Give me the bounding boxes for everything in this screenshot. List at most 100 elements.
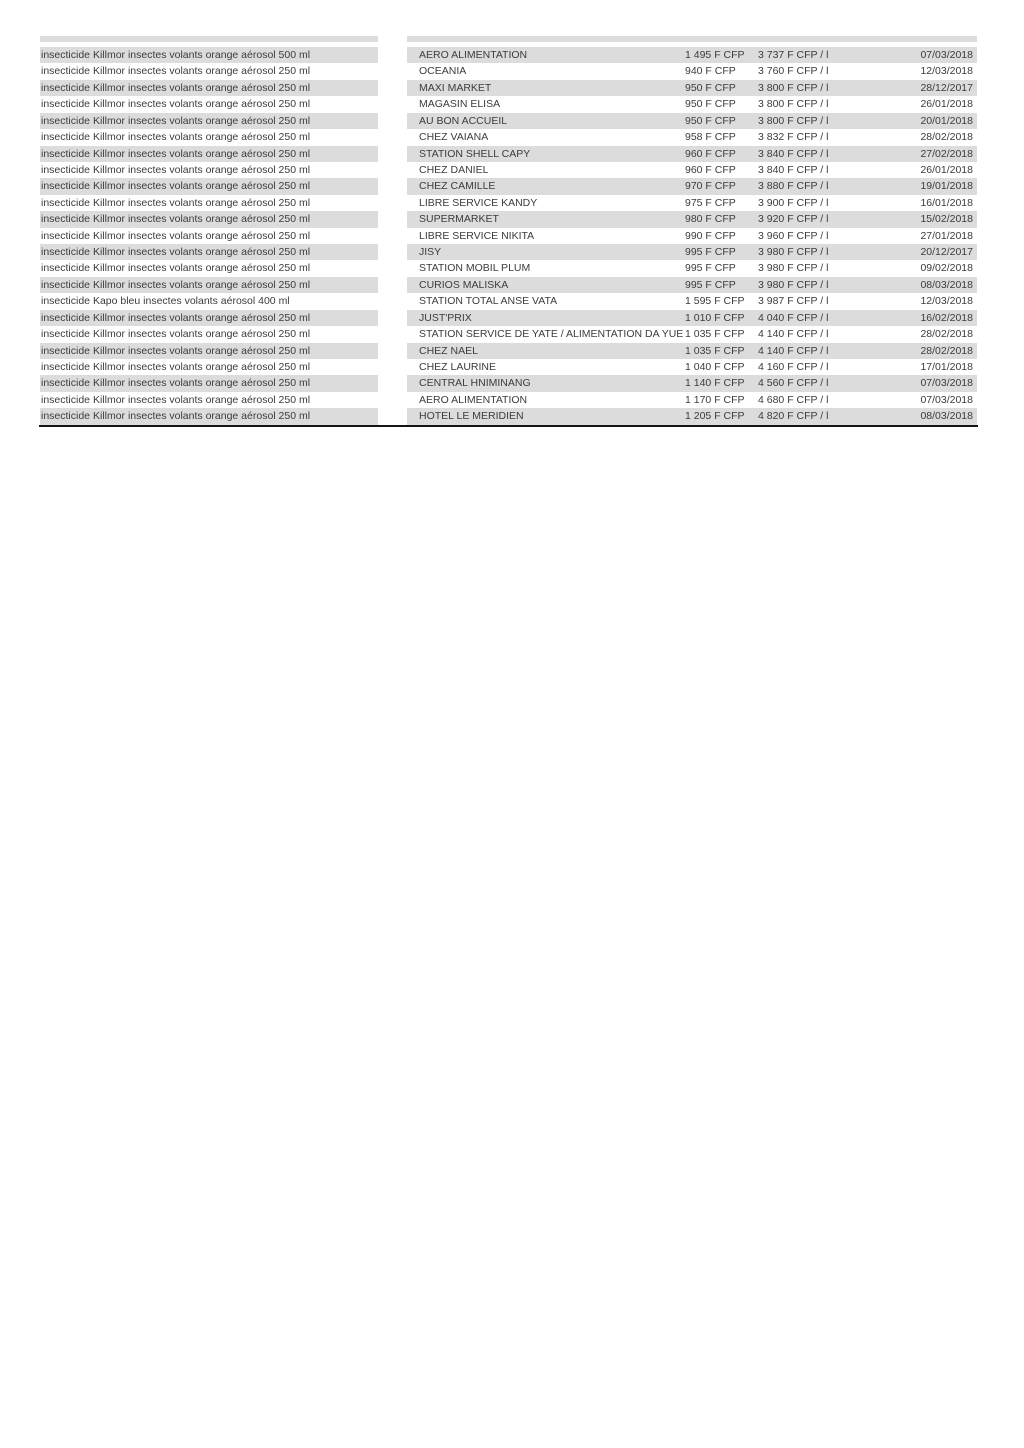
row-shade-band bbox=[407, 211, 977, 228]
product-name-cell: insecticide Kapo bleu insectes volants a… bbox=[41, 295, 290, 308]
store-name-cell: MAXI MARKET bbox=[419, 81, 492, 94]
store-name-cell: STATION MOBIL PLUM bbox=[419, 262, 531, 275]
unit-price-cell: 990 F CFP bbox=[685, 229, 736, 242]
survey-date-cell: 12/03/2018 bbox=[920, 295, 973, 308]
survey-date-cell: 17/01/2018 bbox=[920, 361, 973, 374]
table-row: insecticide Killmor insectes volants ora… bbox=[40, 63, 977, 79]
price-per-liter-cell: 3 980 F CFP / l bbox=[758, 246, 829, 259]
store-name-cell: CHEZ NAEL bbox=[419, 344, 478, 357]
store-name-cell: HOTEL LE MERIDIEN bbox=[419, 410, 524, 423]
price-per-liter-cell: 4 140 F CFP / l bbox=[758, 344, 829, 357]
price-per-liter-cell: 3 960 F CFP / l bbox=[758, 229, 829, 242]
partial-row-product-cell bbox=[40, 36, 378, 42]
store-name-cell: CHEZ VAIANA bbox=[419, 131, 489, 144]
price-per-liter-cell: 3 900 F CFP / l bbox=[758, 196, 829, 209]
store-name-cell: MAGASIN ELISA bbox=[419, 98, 501, 111]
product-name-cell: insecticide Killmor insectes volants ora… bbox=[40, 244, 378, 261]
store-name-cell: STATION SHELL CAPY bbox=[419, 147, 531, 160]
unit-price-cell: 950 F CFP bbox=[685, 81, 736, 94]
unit-price-cell: 995 F CFP bbox=[685, 246, 736, 259]
table-row: insecticide Killmor insectes volants ora… bbox=[40, 392, 977, 408]
table-row: insecticide Killmor insectes volants ora… bbox=[40, 178, 977, 195]
product-name-cell: insecticide Killmor insectes volants ora… bbox=[41, 361, 311, 374]
product-name-cell: insecticide Killmor insectes volants ora… bbox=[40, 178, 378, 195]
table-row: insecticide Killmor insectes volants ora… bbox=[40, 162, 977, 178]
table-row: insecticide Killmor insectes volants ora… bbox=[40, 129, 977, 145]
table-row: insecticide Killmor insectes volants ora… bbox=[40, 375, 977, 392]
survey-date-cell: 28/12/2017 bbox=[920, 81, 973, 94]
row-shade-band bbox=[407, 79, 977, 97]
store-name-cell: SUPERMARKET bbox=[419, 213, 499, 226]
row-shade-band bbox=[407, 408, 977, 425]
survey-date-cell: 08/03/2018 bbox=[920, 278, 973, 291]
survey-date-cell: 26/01/2018 bbox=[920, 163, 973, 176]
row-shade-band bbox=[407, 309, 977, 327]
unit-price-cell: 1 170 F CFP bbox=[685, 393, 745, 406]
survey-date-cell: 15/02/2018 bbox=[920, 213, 973, 226]
price-per-liter-cell: 3 737 F CFP / l bbox=[758, 49, 829, 61]
table-row: insecticide Killmor insectes volants ora… bbox=[40, 326, 977, 342]
row-shade-band bbox=[407, 244, 977, 261]
price-per-liter-cell: 4 140 F CFP / l bbox=[758, 328, 829, 341]
store-name-cell: OCEANIA bbox=[419, 65, 467, 78]
store-name-cell: CHEZ LAURINE bbox=[419, 361, 497, 374]
unit-price-cell: 1 595 F CFP bbox=[685, 295, 745, 308]
unit-price-cell: 980 F CFP bbox=[685, 213, 736, 226]
unit-price-cell: 960 F CFP bbox=[685, 147, 736, 160]
unit-price-cell: 1 140 F CFP bbox=[685, 377, 745, 390]
product-name-cell: insecticide Killmor insectes volants ora… bbox=[40, 342, 378, 360]
unit-price-cell: 1 010 F CFP bbox=[685, 311, 745, 324]
survey-date-cell: 28/02/2018 bbox=[920, 328, 973, 341]
table-row: insecticide Killmor insectes volants ora… bbox=[40, 211, 977, 228]
survey-date-cell: 19/01/2018 bbox=[920, 180, 973, 193]
table-row: insecticide Killmor insectes volants ora… bbox=[40, 342, 977, 360]
product-name-cell: insecticide Killmor insectes volants ora… bbox=[40, 408, 378, 425]
table-row: insecticide Killmor insectes volants ora… bbox=[40, 112, 977, 130]
table-row: insecticide Killmor insectes volants ora… bbox=[40, 408, 977, 425]
survey-date-cell: 20/01/2018 bbox=[920, 114, 973, 127]
unit-price-cell: 1 035 F CFP bbox=[685, 328, 745, 341]
price-per-liter-cell: 3 832 F CFP / l bbox=[758, 131, 829, 144]
product-name-cell: insecticide Killmor insectes volants ora… bbox=[40, 211, 378, 228]
store-name-cell: STATION TOTAL ANSE VATA bbox=[419, 295, 558, 308]
table-row: insecticide Killmor insectes volants ora… bbox=[40, 195, 977, 211]
table-row: insecticide Killmor insectes volants ora… bbox=[40, 47, 977, 64]
product-name-cell: insecticide Killmor insectes volants ora… bbox=[41, 328, 311, 341]
survey-date-cell: 28/02/2018 bbox=[920, 344, 973, 357]
row-shade-band bbox=[407, 375, 977, 392]
price-per-liter-cell: 4 560 F CFP / l bbox=[758, 377, 829, 390]
product-name-cell: insecticide Killmor insectes volants ora… bbox=[40, 375, 378, 392]
survey-date-cell: 28/02/2018 bbox=[920, 131, 973, 144]
table-row: insecticide Killmor insectes volants ora… bbox=[40, 359, 977, 375]
survey-date-cell: 09/02/2018 bbox=[920, 262, 973, 275]
survey-date-cell: 07/03/2018 bbox=[920, 377, 973, 390]
unit-price-cell: 995 F CFP bbox=[685, 278, 736, 291]
price-per-liter-cell: 3 980 F CFP / l bbox=[758, 262, 829, 275]
store-name-cell: LIBRE SERVICE KANDY bbox=[419, 196, 538, 209]
product-name-cell: insecticide Killmor insectes volants ora… bbox=[40, 145, 378, 162]
survey-date-cell: 12/03/2018 bbox=[920, 65, 973, 78]
price-per-liter-cell: 3 987 F CFP / l bbox=[758, 295, 829, 308]
survey-date-cell: 16/01/2018 bbox=[920, 196, 973, 209]
product-name-cell: insecticide Killmor insectes volants ora… bbox=[41, 196, 311, 209]
product-name-cell: insecticide Killmor insectes volants ora… bbox=[41, 262, 311, 275]
store-name-cell: CENTRAL HNIMINANG bbox=[419, 377, 531, 390]
unit-price-cell: 958 F CFP bbox=[685, 131, 736, 144]
partial-row-top bbox=[40, 36, 977, 42]
table-row: insecticide Killmor insectes volants ora… bbox=[40, 145, 977, 162]
table-row: insecticide Killmor insectes volants ora… bbox=[40, 244, 977, 261]
table-bottom-border bbox=[39, 425, 978, 427]
price-per-liter-cell: 4 820 F CFP / l bbox=[758, 410, 829, 423]
table-row: insecticide Killmor insectes volants ora… bbox=[40, 79, 977, 97]
unit-price-cell: 975 F CFP bbox=[685, 196, 736, 209]
row-shade-band bbox=[407, 112, 977, 130]
price-per-liter-cell: 3 800 F CFP / l bbox=[758, 98, 829, 111]
unit-price-cell: 1 040 F CFP bbox=[685, 361, 745, 374]
table-row: insecticide Killmor insectes volants ora… bbox=[40, 228, 977, 244]
table-row: insecticide Killmor insectes volants ora… bbox=[40, 260, 977, 276]
table-row: insecticide Killmor insectes volants ora… bbox=[40, 96, 977, 112]
store-name-cell: JISY bbox=[419, 246, 442, 259]
product-name-cell: insecticide Killmor insectes volants ora… bbox=[41, 98, 311, 111]
store-name-cell: CHEZ DANIEL bbox=[419, 163, 489, 176]
